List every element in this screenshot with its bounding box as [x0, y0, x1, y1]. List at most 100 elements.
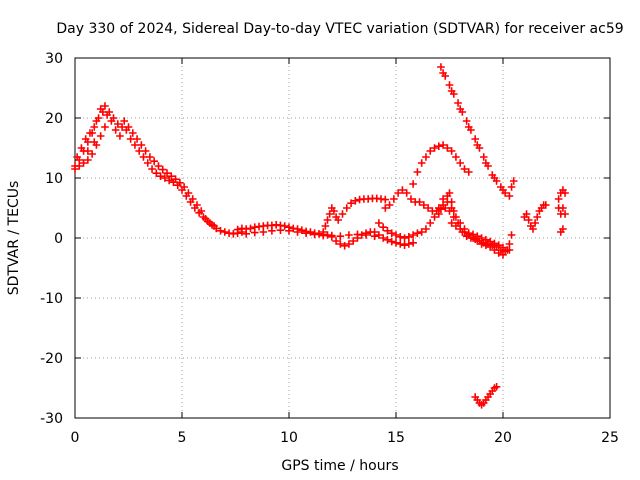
- data-point: [167, 172, 176, 180]
- data-point: [385, 201, 394, 209]
- data-point: [479, 153, 488, 161]
- data-point: [276, 226, 285, 234]
- data-point: [210, 222, 218, 230]
- data-point: [156, 172, 165, 180]
- data-point: [332, 237, 340, 245]
- data-point: [417, 159, 426, 167]
- data-point: [336, 232, 345, 240]
- data-point: [141, 147, 150, 155]
- data-point: [103, 111, 111, 119]
- data-point: [325, 210, 334, 218]
- data-point: [124, 123, 133, 131]
- data-point: [161, 174, 169, 182]
- data-point: [477, 240, 486, 248]
- data-point: [482, 241, 490, 249]
- data-point: [447, 219, 456, 227]
- data-point: [94, 114, 103, 122]
- data-point: [415, 198, 424, 206]
- data-point: [158, 165, 167, 174]
- data-point: [336, 240, 345, 248]
- data-point: [439, 141, 447, 149]
- data-point: [107, 117, 116, 125]
- data-point: [176, 179, 184, 187]
- data-point: [507, 183, 516, 191]
- series-points: [71, 108, 109, 173]
- data-point: [370, 232, 379, 240]
- data-point: [452, 213, 460, 221]
- data-point: [171, 175, 180, 183]
- data-point: [443, 198, 452, 206]
- data-point: [529, 225, 537, 233]
- data-point: [542, 201, 550, 209]
- data-point: [135, 147, 143, 155]
- data-point: [430, 213, 439, 221]
- data-point: [188, 195, 197, 203]
- data-point: [334, 216, 343, 224]
- data-point: [454, 99, 462, 107]
- data-point: [439, 69, 447, 77]
- data-point: [424, 204, 432, 212]
- series-points: [71, 102, 246, 238]
- data-point: [435, 210, 443, 218]
- data-point: [88, 150, 96, 158]
- data-point: [559, 225, 567, 233]
- data-point: [396, 233, 405, 241]
- data-point: [387, 237, 396, 246]
- data-point: [206, 219, 214, 227]
- data-point: [383, 227, 392, 235]
- data-point: [405, 233, 413, 241]
- data-point: [452, 222, 460, 230]
- y-tick-label: -10: [40, 291, 63, 307]
- data-point: [150, 157, 158, 165]
- data-point: [400, 234, 409, 242]
- x-tick-label: 10: [280, 430, 298, 446]
- data-point: [464, 168, 473, 176]
- data-point: [524, 216, 533, 224]
- data-point: [148, 165, 156, 173]
- series-points: [103, 111, 218, 230]
- data-point: [201, 215, 210, 223]
- data-point: [443, 144, 452, 152]
- data-point: [420, 201, 428, 209]
- data-point: [559, 204, 567, 212]
- series-points: [319, 194, 390, 236]
- data-point: [503, 246, 512, 254]
- data-point: [96, 132, 105, 140]
- data-point: [400, 241, 409, 249]
- data-point: [126, 135, 135, 143]
- data-point: [447, 147, 456, 155]
- y-tick-label: -20: [40, 351, 63, 367]
- data-point: [128, 129, 137, 137]
- data-point: [482, 159, 490, 167]
- data-point: [345, 231, 353, 239]
- data-point: [259, 228, 268, 236]
- y-tick-label: 20: [45, 111, 63, 127]
- data-point: [447, 87, 456, 95]
- data-point: [310, 230, 319, 239]
- data-point: [193, 201, 201, 209]
- data-point: [394, 189, 402, 197]
- data-point: [73, 153, 81, 161]
- data-point: [430, 144, 439, 152]
- data-point: [490, 174, 499, 182]
- data-point: [486, 243, 494, 251]
- data-point: [554, 195, 563, 203]
- data-point: [118, 123, 126, 131]
- y-tick-label: 0: [54, 231, 63, 247]
- data-point: [531, 219, 539, 227]
- data-point: [381, 195, 390, 204]
- data-point: [477, 234, 486, 242]
- data-point: [131, 141, 139, 149]
- data-points: [71, 63, 569, 409]
- data-point: [165, 176, 173, 185]
- data-point: [413, 229, 422, 237]
- data-point: [405, 240, 413, 248]
- series-points: [437, 63, 518, 200]
- y-tick-label: 10: [45, 171, 63, 187]
- data-point: [499, 186, 507, 194]
- series-points: [233, 221, 336, 241]
- y-axis-label: SDTVAR / TECUs: [6, 181, 22, 296]
- data-point: [111, 126, 120, 134]
- data-point: [330, 207, 338, 215]
- axis-ticks: 0 5 10 15 20 25 -30 -20 -10 0 10 20 30: [40, 51, 619, 446]
